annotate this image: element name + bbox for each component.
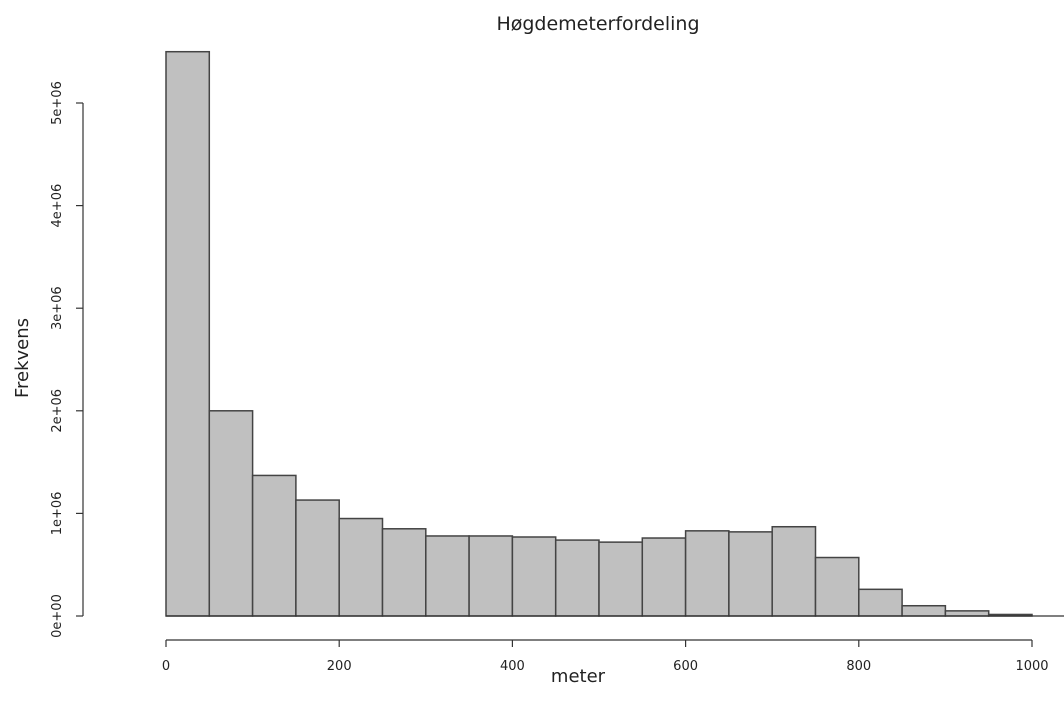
histogram-bar (338, 517, 384, 617)
chart-title: Høgdemeterfordeling (496, 13, 699, 35)
histogram-bar (251, 474, 297, 617)
histogram-bar (468, 535, 514, 617)
histogram-bar (381, 528, 427, 617)
histogram-bar (295, 499, 340, 617)
histogram-bar (944, 610, 990, 617)
x-tick-label: 600 (673, 659, 698, 674)
histogram-bar (858, 588, 903, 617)
x-tick-label: 800 (846, 659, 871, 674)
histogram-bar (554, 539, 600, 617)
histogram-bar (598, 541, 644, 617)
histogram-bar (728, 531, 773, 617)
bars-group (165, 50, 1064, 617)
x-tick-label: 200 (327, 659, 352, 674)
x-tick-label: 0 (162, 659, 170, 674)
histogram-bar (641, 537, 687, 617)
histogram-bar (901, 604, 947, 617)
histogram-bar (208, 410, 254, 617)
y-tick-label: 3e+06 (50, 286, 65, 330)
x-axis: 0 200 400 600 800 1000 (162, 639, 1049, 674)
x-tick-label: 400 (500, 659, 525, 674)
histogram-bar (165, 50, 211, 617)
histogram-bar (425, 535, 470, 617)
y-tick-label: 5e+06 (50, 81, 65, 125)
y-tick-label: 4e+06 (50, 184, 65, 228)
y-tick-label: 0e+00 (50, 594, 65, 638)
x-axis-label: meter (551, 666, 606, 687)
x-tick-label: 1000 (1015, 659, 1048, 674)
y-axis: 0e+00 1e+06 2e+06 3e+06 4e+06 5e+06 (50, 81, 84, 638)
y-tick-label: 2e+06 (50, 389, 65, 433)
histogram-bar (511, 536, 557, 617)
histogram-bar (771, 525, 817, 617)
y-axis-label: Frekvens (12, 318, 33, 398)
y-tick-label: 1e+06 (50, 492, 65, 536)
histogram-bar (684, 530, 730, 617)
histogram-bar (814, 556, 860, 617)
